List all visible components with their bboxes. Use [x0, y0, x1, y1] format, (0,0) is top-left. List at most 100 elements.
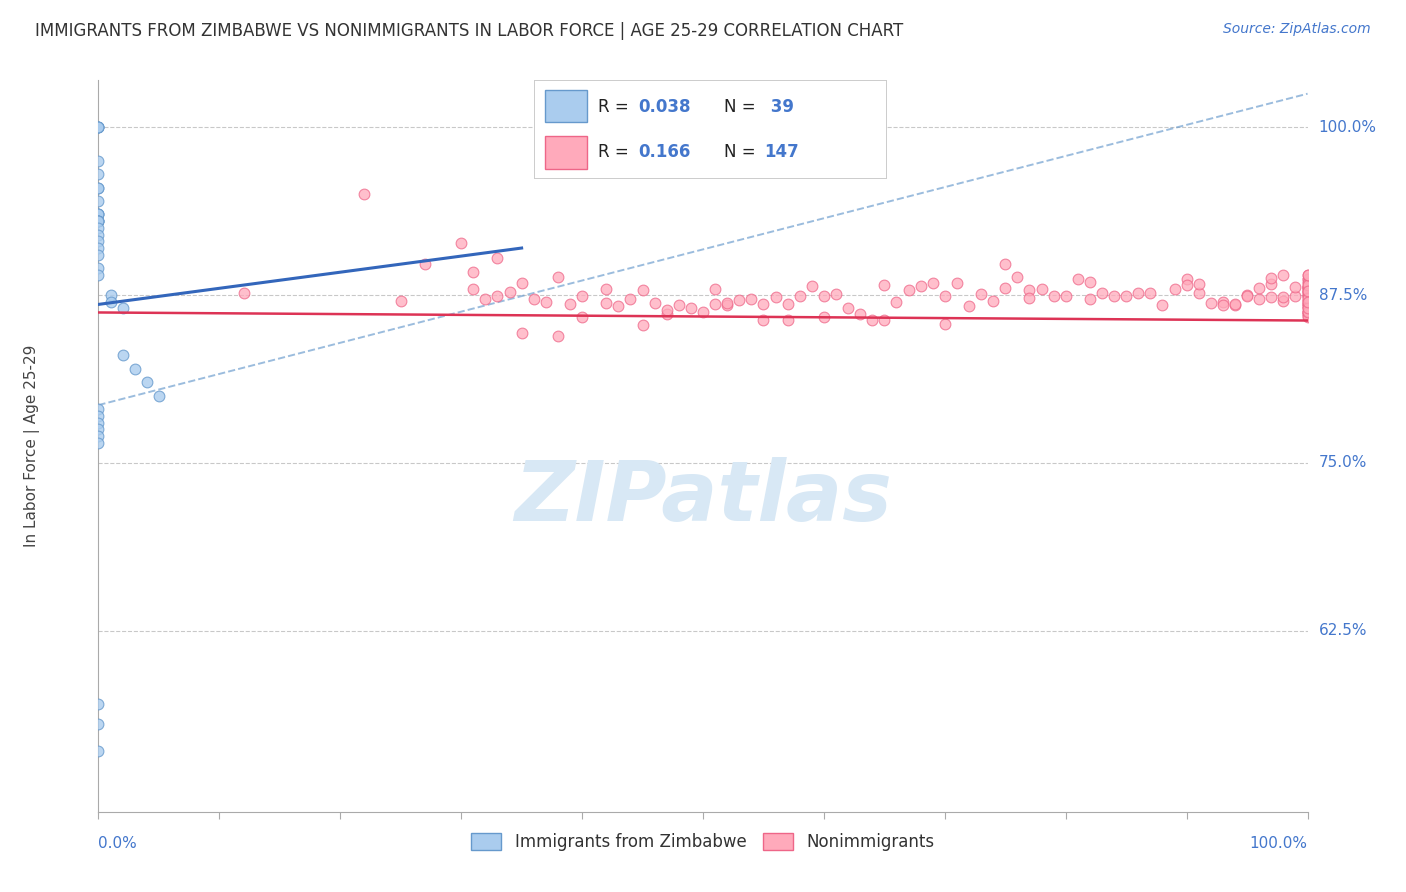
- Point: [644, 296, 666, 310]
- Point: [994, 257, 1017, 271]
- Point: [813, 289, 835, 303]
- Point: [1128, 286, 1150, 301]
- Point: [873, 313, 896, 327]
- Point: [1296, 288, 1319, 302]
- Point: [897, 284, 920, 298]
- Point: [1296, 301, 1319, 315]
- Point: [87, 268, 110, 282]
- Text: 75.0%: 75.0%: [1319, 455, 1367, 470]
- Point: [873, 278, 896, 293]
- Point: [486, 289, 509, 303]
- Point: [1102, 289, 1125, 303]
- Point: [232, 285, 254, 300]
- Point: [1007, 270, 1029, 285]
- Point: [740, 292, 762, 306]
- Text: 62.5%: 62.5%: [1319, 623, 1367, 638]
- Point: [1223, 298, 1246, 312]
- Point: [1296, 283, 1319, 297]
- Point: [1296, 293, 1319, 308]
- Point: [655, 303, 678, 318]
- Legend: Immigrants from Zimbabwe, Nonimmigrants: Immigrants from Zimbabwe, Nonimmigrants: [471, 833, 935, 851]
- Point: [1296, 305, 1319, 319]
- Point: [1296, 275, 1319, 289]
- Point: [1284, 279, 1306, 293]
- Point: [1296, 282, 1319, 296]
- Point: [776, 296, 799, 310]
- Point: [1152, 298, 1174, 312]
- Point: [619, 292, 641, 306]
- Point: [87, 261, 110, 276]
- Point: [752, 297, 775, 311]
- Point: [1260, 290, 1282, 304]
- Point: [558, 297, 581, 311]
- Point: [486, 251, 509, 265]
- Point: [825, 287, 848, 301]
- Point: [87, 235, 110, 249]
- Point: [1296, 288, 1319, 302]
- Point: [1018, 291, 1040, 305]
- Point: [849, 307, 872, 321]
- FancyBboxPatch shape: [544, 136, 588, 169]
- Point: [87, 214, 110, 228]
- Point: [111, 301, 134, 316]
- Point: [1199, 296, 1222, 310]
- Point: [1223, 297, 1246, 311]
- Point: [692, 305, 714, 319]
- Text: R =: R =: [598, 143, 638, 161]
- Point: [981, 293, 1004, 308]
- Text: Source: ZipAtlas.com: Source: ZipAtlas.com: [1223, 22, 1371, 37]
- Point: [87, 207, 110, 221]
- Point: [1188, 286, 1211, 301]
- Point: [1175, 277, 1198, 292]
- Point: [463, 265, 485, 279]
- Point: [111, 348, 134, 362]
- Point: [87, 435, 110, 450]
- Point: [1296, 268, 1319, 283]
- Point: [1296, 285, 1319, 299]
- Text: N =: N =: [724, 98, 761, 116]
- Point: [1296, 277, 1319, 292]
- Point: [1042, 289, 1064, 303]
- Point: [124, 361, 146, 376]
- Point: [860, 313, 883, 327]
- Point: [534, 294, 557, 309]
- Point: [1139, 286, 1161, 301]
- Point: [571, 289, 593, 303]
- Point: [1249, 281, 1271, 295]
- Point: [704, 297, 727, 311]
- Point: [716, 296, 738, 310]
- Point: [87, 402, 110, 417]
- Point: [87, 180, 110, 194]
- Point: [1296, 285, 1319, 299]
- Point: [87, 698, 110, 712]
- Point: [87, 214, 110, 228]
- Point: [87, 120, 110, 135]
- Point: [510, 326, 533, 340]
- Point: [934, 289, 956, 303]
- Point: [450, 235, 472, 250]
- Point: [1018, 283, 1040, 297]
- Point: [87, 207, 110, 221]
- Point: [1054, 289, 1077, 303]
- Point: [1212, 298, 1234, 312]
- Point: [353, 186, 375, 201]
- Point: [1296, 297, 1319, 311]
- Point: [886, 294, 908, 309]
- Point: [498, 285, 520, 299]
- Point: [463, 282, 485, 296]
- Point: [595, 282, 617, 296]
- Point: [1296, 292, 1319, 306]
- Point: [1212, 295, 1234, 310]
- Point: [87, 221, 110, 235]
- Point: [87, 194, 110, 208]
- Point: [87, 207, 110, 221]
- Text: 0.0%: 0.0%: [98, 836, 138, 851]
- Point: [1296, 297, 1319, 311]
- Point: [631, 283, 654, 297]
- Text: R =: R =: [598, 98, 634, 116]
- Point: [1296, 310, 1319, 324]
- Point: [970, 286, 993, 301]
- Point: [1236, 287, 1258, 301]
- Point: [1188, 277, 1211, 291]
- Text: 39: 39: [765, 98, 793, 116]
